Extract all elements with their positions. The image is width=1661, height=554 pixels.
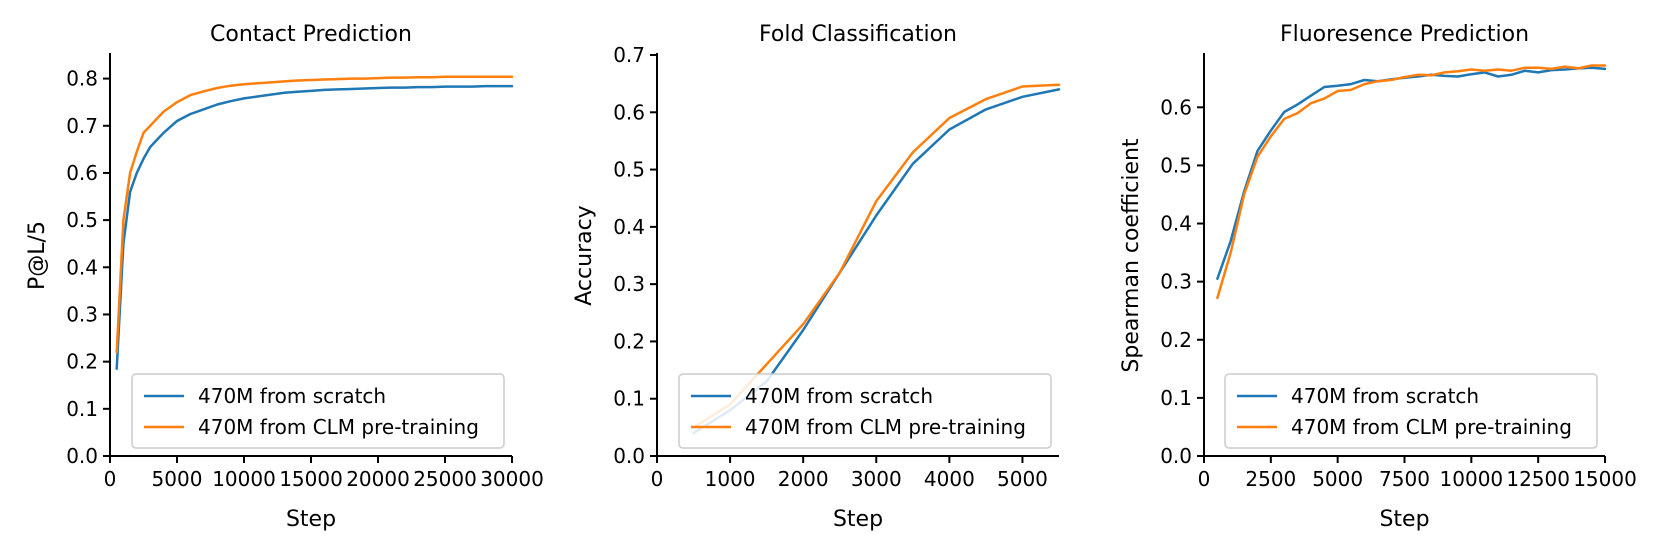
x-tick-label: 1000	[705, 467, 756, 491]
legend-label: 470M from scratch	[198, 384, 386, 408]
legend-label: 470M from CLM pre-training	[1291, 415, 1572, 439]
x-tick-label: 25000	[413, 467, 477, 491]
y-tick-label: 0.1	[66, 397, 98, 421]
chart-title: Contact Prediction	[210, 22, 412, 47]
y-tick-label: 0.7	[66, 114, 98, 138]
x-tick-label: 2500	[1245, 467, 1296, 491]
y-tick-label: 0.2	[66, 350, 98, 374]
y-tick-label: 0.0	[613, 444, 645, 468]
y-tick-label: 0.3	[66, 302, 98, 326]
x-tick-label: 15000	[1573, 467, 1637, 491]
x-tick-label: 12500	[1506, 467, 1570, 491]
y-tick-label: 0.3	[1160, 270, 1192, 294]
x-tick-label: 30000	[480, 467, 544, 491]
y-tick-label: 0.0	[1160, 444, 1192, 468]
panel-fold-classification: Fold Classification 0 1000 2000 3000 4000 5000…	[572, 22, 1061, 532]
y-tick-label: 0.5	[1160, 153, 1192, 177]
x-tick-label: 7500	[1379, 467, 1430, 491]
y-tick-label: 0.8	[66, 67, 98, 91]
y-tick-label: 0.1	[613, 387, 645, 411]
legend-label: 470M from CLM pre-training	[198, 415, 479, 439]
x-tick-label: 4000	[924, 467, 975, 491]
legend-box	[678, 373, 1052, 449]
x-tick-label: 20000	[346, 467, 410, 491]
y-tick-label: 0.1	[1160, 386, 1192, 410]
x-tick-label: 5000	[997, 467, 1048, 491]
x-tick-label: 0	[1198, 467, 1211, 491]
x-axis-label: Step	[286, 507, 336, 532]
y-tick-label: 0.2	[613, 329, 645, 353]
y-axis-label: Accuracy	[572, 205, 597, 305]
y-axis-label: Spearman coefficient	[1119, 138, 1144, 373]
x-tick-label: 15000	[279, 467, 343, 491]
x-tick-label: 10000	[212, 467, 276, 491]
legend-box	[131, 373, 505, 449]
series-line-clm	[1216, 64, 1607, 300]
y-tick-label: 0.3	[613, 272, 645, 296]
legend-box	[1224, 373, 1598, 449]
series-line-scratch	[1216, 66, 1607, 280]
legend-label: 470M from scratch	[745, 384, 933, 408]
y-tick-label: 0.4	[66, 255, 98, 279]
chart-title: Fold Classification	[759, 22, 957, 47]
y-tick-label: 0.0	[66, 444, 98, 468]
panel-fluoresence-prediction: Fluoresence Prediction 0 2500 5000 7500 10000…	[1119, 22, 1637, 532]
x-axis-label: Step	[833, 507, 883, 532]
y-axis-label: P@L/5	[25, 221, 50, 290]
x-tick-label: 0	[104, 467, 117, 491]
y-tick-label: 0.6	[1160, 95, 1192, 119]
x-tick-label: 2000	[778, 467, 829, 491]
series-line-scratch	[115, 84, 514, 370]
y-tick-label: 0.4	[613, 215, 645, 239]
y-tick-label: 0.5	[613, 158, 645, 182]
y-tick-label: 0.6	[66, 161, 98, 185]
x-tick-label: 5000	[152, 467, 203, 491]
x-tick-label: 0	[651, 467, 664, 491]
y-tick-label: 0.5	[66, 208, 98, 232]
legend-label: 470M from scratch	[1291, 384, 1479, 408]
panel-contact-prediction: Contact Prediction 0 5000 10000 15000 20000 25…	[25, 22, 544, 532]
legend-label: 470M from CLM pre-training	[745, 415, 1026, 439]
y-tick-label: 0.4	[1160, 212, 1192, 236]
series-line-clm	[115, 75, 514, 354]
y-tick-label: 0.6	[613, 100, 645, 124]
chart-title: Fluoresence Prediction	[1280, 22, 1529, 47]
y-tick-label: 0.2	[1160, 328, 1192, 352]
x-tick-label: 5000	[1312, 467, 1363, 491]
x-axis-label: Step	[1379, 507, 1429, 532]
x-tick-label: 3000	[851, 467, 902, 491]
y-tick-label: 0.7	[613, 43, 645, 67]
x-tick-label: 10000	[1440, 467, 1504, 491]
